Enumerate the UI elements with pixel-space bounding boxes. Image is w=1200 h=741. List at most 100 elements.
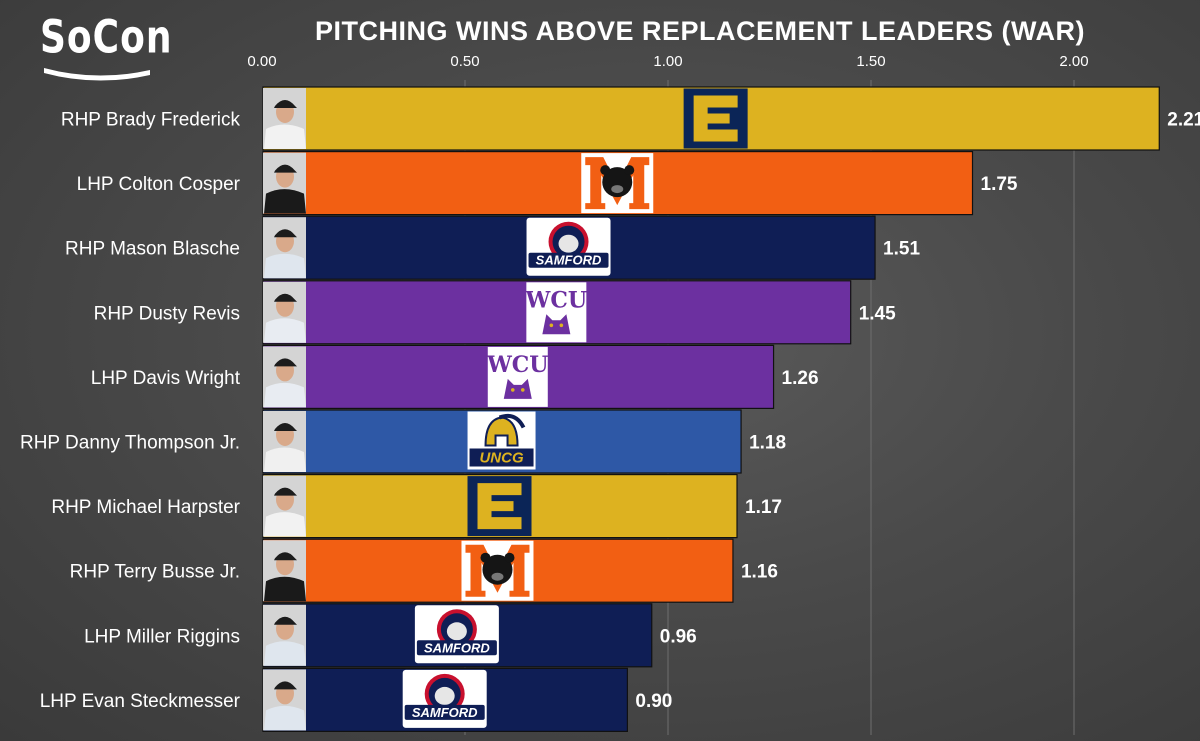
samford-bulldog-logo: SAMFORD: [414, 605, 499, 664]
jersey-shape: [264, 253, 306, 279]
jersey-shape: [264, 382, 306, 408]
jersey-shape: [264, 641, 306, 666]
value-label: 2.21: [1167, 110, 1200, 131]
e-letter-shape: [693, 95, 738, 142]
value-label: 1.45: [859, 303, 896, 324]
uncg-spartan-logo: UNCG: [467, 411, 536, 470]
category-label: RHP Terry Busse Jr.: [70, 562, 240, 583]
chart-title: PITCHING WINS ABOVE REPLACEMENT LEADERS …: [314, 16, 1085, 46]
bear-head-shape: [602, 167, 633, 198]
catamount-head-shape: [542, 314, 571, 335]
x-tick-label: 0.00: [247, 53, 276, 70]
category-label: RHP Michael Harpster: [51, 497, 240, 518]
wordmark-bg: [528, 252, 609, 268]
catamount-eye-shape: [520, 388, 525, 392]
category-label: LHP Colton Cosper: [77, 174, 241, 195]
samford-bulldog-logo: SAMFORD: [402, 669, 487, 728]
bar-row: UNCG RHP Danny Thompson Jr. 1.18: [20, 409, 786, 474]
player-photo: [263, 669, 306, 731]
player-photo: [263, 411, 306, 472]
spartan-helmet-shape: [484, 416, 519, 447]
bulldog-face-shape: [434, 686, 455, 705]
category-label: LHP Miller Riggins: [84, 626, 240, 647]
cap-shape: [274, 229, 297, 238]
category-label: LHP Evan Steckmesser: [40, 691, 241, 712]
player-photo: [263, 475, 306, 537]
jersey-shape: [264, 318, 306, 343]
bulldog-face-shape: [558, 234, 579, 253]
bear-ear-shape: [480, 552, 491, 563]
wordmark-bg: [404, 704, 485, 720]
cap-shape: [274, 164, 297, 173]
value-label: 1.16: [741, 562, 778, 583]
cap-shape: [274, 100, 297, 108]
bar-row: WCU RHP Dusty Revis 1.45: [94, 280, 896, 345]
jersey-shape: [264, 447, 306, 472]
player-photo: [263, 346, 306, 408]
socon-logo-text: SoCon: [40, 12, 173, 64]
jersey-shape: [264, 512, 306, 537]
jersey-shape: [264, 124, 306, 149]
bar-row: RHP Terry Busse Jr. 1.16: [70, 538, 778, 603]
uncg-wordmark: UNCG: [479, 450, 523, 467]
cap-shape: [274, 293, 297, 302]
category-label: LHP Davis Wright: [91, 368, 241, 389]
category-label: RHP Mason Blasche: [65, 239, 240, 260]
player-photo: [263, 152, 306, 214]
category-label: RHP Dusty Revis: [94, 303, 240, 324]
jersey-shape: [264, 705, 306, 731]
bear-ear-shape: [600, 165, 611, 176]
catamount-eye-shape: [510, 388, 515, 392]
player-photo: [263, 217, 306, 279]
mercer-bear-logo: [581, 153, 654, 214]
x-tick-label: 2.00: [1059, 53, 1088, 70]
bar-row: RHP Brady Frederick 2.21: [61, 86, 1200, 151]
jersey-shape: [264, 189, 306, 214]
jersey-shape: [264, 576, 306, 602]
cap-shape: [274, 423, 297, 431]
cap-shape: [274, 358, 297, 367]
value-label: 1.75: [981, 174, 1018, 195]
cap-shape: [274, 616, 297, 625]
wordmark-bg: [416, 640, 497, 656]
player-photo: [263, 540, 306, 602]
bear-snout-shape: [611, 185, 624, 194]
value-label: 1.26: [782, 368, 819, 389]
wcu-catamount-logo: WCU: [525, 282, 587, 343]
value-label: 0.96: [660, 626, 697, 647]
bulldog-face-shape: [446, 622, 467, 641]
player-photo: [263, 88, 306, 149]
x-tick-label: 1.00: [653, 53, 682, 70]
player-photo: [263, 604, 306, 666]
x-tick-label: 0.50: [450, 53, 479, 70]
samford-bulldog-logo: SAMFORD: [526, 217, 611, 276]
bear-head-shape: [482, 554, 513, 585]
bear-ear-shape: [624, 165, 635, 176]
category-label: RHP Danny Thompson Jr.: [20, 433, 240, 454]
bar-row: SAMFORD LHP Evan Steckmesser 0.90: [40, 667, 672, 733]
bar-row: SAMFORD LHP Miller Riggins 0.96: [84, 603, 697, 668]
bar-row: LHP Colton Cosper 1.75: [77, 151, 1018, 216]
catamount-head-shape: [503, 378, 532, 399]
wcu-wordmark: WCU: [486, 352, 548, 378]
cap-shape: [274, 681, 297, 690]
mercer-bear-logo: [461, 540, 534, 601]
bar-row: WCU LHP Davis Wright 1.26: [91, 344, 819, 409]
cap-shape: [274, 487, 297, 496]
etsu-e-logo: [683, 88, 748, 149]
x-tick-label: 1.50: [856, 53, 885, 70]
wordmark-bg: [469, 448, 534, 467]
helmet-plume-shape: [498, 413, 526, 429]
samford-wordmark: SAMFORD: [536, 253, 602, 268]
samford-wordmark: SAMFORD: [424, 640, 490, 655]
bar-row: SAMFORD RHP Mason Blasche 1.51: [65, 215, 920, 280]
category-label: RHP Brady Frederick: [61, 110, 241, 131]
socon-logo: SoCon: [40, 10, 171, 81]
samford-wordmark: SAMFORD: [412, 705, 478, 720]
e-letter-shape: [477, 483, 522, 530]
value-label: 0.90: [635, 691, 672, 712]
logo-swoosh-icon: [44, 68, 150, 81]
value-label: 1.17: [745, 497, 782, 518]
cap-shape: [274, 552, 297, 561]
